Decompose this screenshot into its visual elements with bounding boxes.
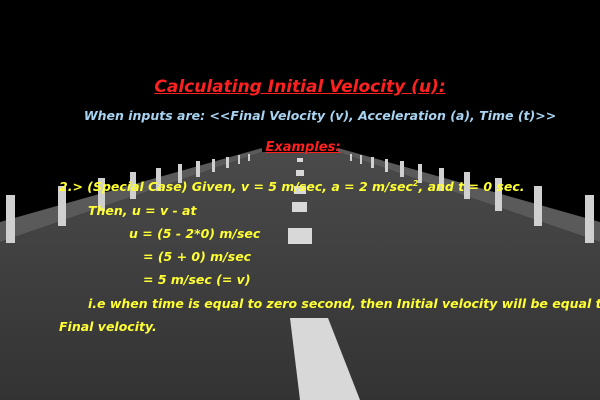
- left-guard-posts: [6, 154, 250, 243]
- given-text-end: , and t = 0 sec.: [418, 179, 525, 194]
- lane-markings: [288, 158, 360, 400]
- given-text: 2.> (Special Case) Given, v = 5 m/sec, a…: [59, 179, 413, 194]
- page-title: Calculating Initial Velocity (u):: [154, 77, 446, 97]
- example-conclusion-end: Final velocity.: [59, 319, 157, 334]
- examples-heading: Examples:: [265, 140, 341, 155]
- example-step-1: u = (5 - 2*0) m/sec: [129, 226, 261, 241]
- example-conclusion-line: i.e when time is equal to zero second, t…: [88, 296, 600, 311]
- inputs-subtitle: When inputs are: <<Final Velocity (v), A…: [83, 108, 557, 123]
- right-guard-posts: [350, 154, 594, 243]
- example-formula-line: Then, u = v - at: [88, 203, 197, 218]
- road-surface: [0, 152, 600, 400]
- exponent: 2: [412, 178, 419, 188]
- example-step-3: = 5 m/sec (= v): [143, 272, 251, 287]
- example-given-line: 2.> (Special Case) Given, v = 5 m/sec, a…: [59, 179, 525, 194]
- example-step-2: = (5 + 0) m/sec: [143, 249, 252, 264]
